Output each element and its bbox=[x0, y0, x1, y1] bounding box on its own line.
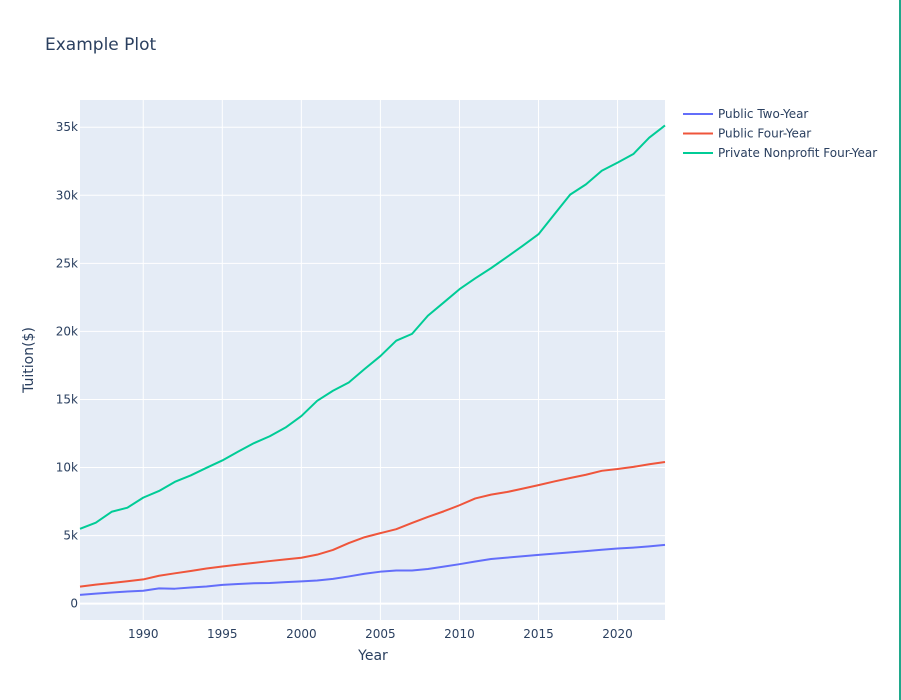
y-tick-label: 15k bbox=[56, 392, 78, 406]
x-tick-label: 1990 bbox=[128, 627, 159, 641]
x-tick-label: 2020 bbox=[602, 627, 633, 641]
window-edge-divider bbox=[899, 0, 901, 700]
x-tick-label: 2015 bbox=[523, 627, 554, 641]
y-tick-label: 5k bbox=[63, 529, 78, 543]
y-tick-label: 35k bbox=[56, 120, 78, 134]
y-tick-label: 30k bbox=[56, 188, 78, 202]
y-axis-title: Tuition($) bbox=[21, 327, 37, 394]
y-tick-label: 10k bbox=[56, 461, 78, 475]
x-axis-title: Year bbox=[357, 648, 388, 664]
axis-ticks: 1990 1995 2000 2005 2010 2015 2020 0 5k 10k 15k 20k… bbox=[56, 120, 633, 641]
x-tick-label: 2005 bbox=[365, 627, 396, 641]
x-tick-label: 2010 bbox=[444, 627, 475, 641]
y-tick-label: 0 bbox=[70, 597, 78, 611]
plot-area-background bbox=[80, 100, 665, 620]
series-line-2 bbox=[79, 124, 666, 530]
y-tick-label: 20k bbox=[56, 324, 78, 338]
x-tick-label: 1995 bbox=[207, 627, 238, 641]
legend-label: Public Two-Year bbox=[718, 107, 808, 121]
series-line-0 bbox=[79, 543, 666, 596]
y-tick-label: 25k bbox=[56, 256, 78, 270]
legend: Public Two-Year Public Four-Year Private N… bbox=[683, 107, 877, 160]
legend-label: Private Nonprofit Four-Year bbox=[718, 146, 877, 160]
x-tick-label: 2000 bbox=[286, 627, 317, 641]
chart-title: Example Plot bbox=[45, 35, 157, 55]
gridlines bbox=[80, 100, 665, 620]
series-line-1 bbox=[79, 460, 666, 588]
series-lines bbox=[79, 124, 666, 596]
legend-label: Public Four-Year bbox=[718, 127, 811, 141]
